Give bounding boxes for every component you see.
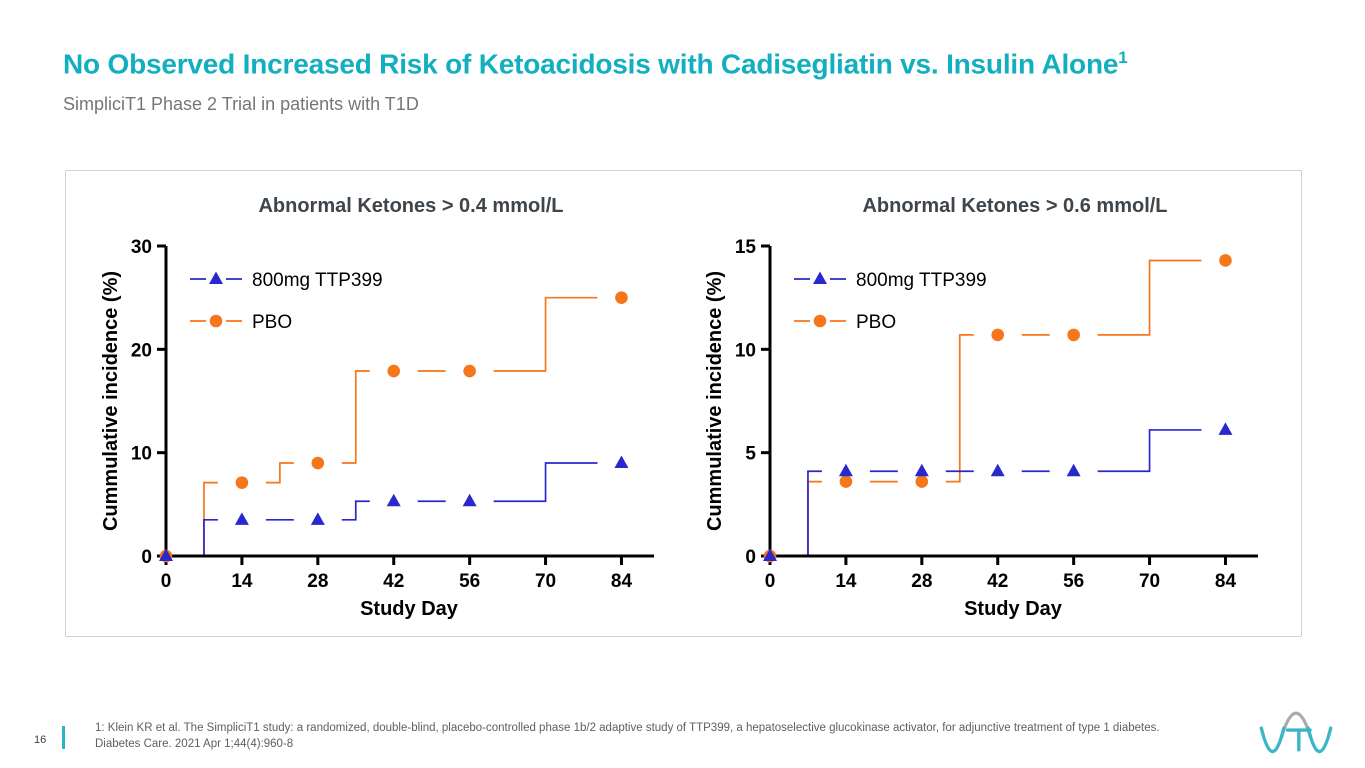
svg-text:30: 30 bbox=[131, 237, 152, 258]
svg-text:PBO: PBO bbox=[252, 312, 292, 333]
svg-text:0: 0 bbox=[745, 547, 756, 568]
svg-text:14: 14 bbox=[835, 571, 857, 592]
x-axis-label: Study Day bbox=[964, 598, 1062, 620]
svg-text:28: 28 bbox=[307, 571, 328, 592]
page-title-superscript: 1 bbox=[1118, 48, 1128, 67]
svg-text:0: 0 bbox=[161, 571, 172, 592]
series-markers bbox=[763, 254, 1233, 563]
chart-block-ketones-06: Abnormal Ketones > 0.6 mmol/L Cummulativ… bbox=[696, 189, 1284, 636]
svg-text:10: 10 bbox=[131, 444, 152, 465]
y-axis-label: Cummulative incidence (%) bbox=[704, 270, 726, 532]
svg-text:70: 70 bbox=[1139, 571, 1160, 592]
slide-header: No Observed Increased Risk of Ketoacidos… bbox=[63, 48, 1333, 115]
series-lines bbox=[770, 259, 1204, 557]
vtv-logo-caret-icon bbox=[1279, 711, 1313, 741]
svg-text:84: 84 bbox=[611, 571, 633, 592]
chart-title-ketones-06: Abnormal Ketones > 0.6 mmol/L bbox=[862, 195, 1168, 217]
legend: 800mg TTP399 PBO bbox=[190, 269, 383, 333]
chart-title-ketones-04: Abnormal Ketones > 0.4 mmol/L bbox=[258, 195, 564, 217]
marker-halos bbox=[746, 236, 1250, 580]
charts-panel: Abnormal Ketones > 0.4 mmol/L Cummulativ… bbox=[65, 170, 1302, 637]
chart-block-ketones-04: Abnormal Ketones > 0.4 mmol/L Cummulativ… bbox=[92, 189, 680, 636]
svg-text:800mg TTP399: 800mg TTP399 bbox=[856, 270, 987, 291]
vtv-logo-letters-icon bbox=[1259, 726, 1333, 753]
footer-citation: 1: Klein KR et al. The SimpliciT1 study:… bbox=[95, 721, 1160, 750]
svg-text:PBO: PBO bbox=[856, 312, 896, 333]
x-axis-label: Study Day bbox=[360, 598, 458, 620]
svg-text:0: 0 bbox=[765, 571, 776, 592]
svg-text:15: 15 bbox=[735, 237, 757, 258]
ketones-06-chart: 0 14 28 42 56 70 84 0 5 10 15 800mg TTP399 PBO bbox=[735, 236, 1258, 592]
svg-text:800mg TTP399: 800mg TTP399 bbox=[252, 270, 383, 291]
svg-text:10: 10 bbox=[735, 340, 756, 361]
svg-text:14: 14 bbox=[231, 571, 253, 592]
svg-text:20: 20 bbox=[131, 340, 152, 361]
ketones-04-chart: 0 14 28 42 56 70 84 0 10 20 30 800mg TTP399 PBO bbox=[131, 237, 654, 592]
svg-text:42: 42 bbox=[987, 571, 1008, 592]
legend: 800mg TTP399 PBO bbox=[794, 269, 987, 333]
chart-area-ketones-06: Cummulative incidence (%) 0 14 28 42 56 70 84 0… bbox=[696, 226, 1284, 598]
svg-text:84: 84 bbox=[1215, 571, 1237, 592]
footer-accent-bar bbox=[62, 726, 65, 749]
y-axis-label: Cummulative incidence (%) bbox=[100, 270, 122, 532]
vtv-logo bbox=[1259, 711, 1333, 753]
series-markers bbox=[159, 291, 629, 563]
svg-text:70: 70 bbox=[535, 571, 556, 592]
page-title-text: No Observed Increased Risk of Ketoacidos… bbox=[63, 48, 1119, 80]
axes: 0 14 28 42 56 70 84 0 10 20 30 bbox=[131, 237, 654, 592]
page-number: 16 bbox=[34, 734, 47, 746]
svg-text:0: 0 bbox=[141, 547, 152, 568]
svg-text:5: 5 bbox=[745, 444, 756, 465]
svg-text:56: 56 bbox=[459, 571, 480, 592]
svg-text:42: 42 bbox=[383, 571, 404, 592]
svg-text:56: 56 bbox=[1063, 571, 1084, 592]
page-subtitle: SimpliciT1 Phase 2 Trial in patients wit… bbox=[63, 94, 419, 115]
axes: 0 14 28 42 56 70 84 0 5 10 15 bbox=[735, 237, 1258, 592]
svg-text:28: 28 bbox=[911, 571, 932, 592]
chart-area-ketones-04: Cummulative incidence (%) 0 14 28 42 56 70 84 0… bbox=[92, 226, 680, 598]
page-title: No Observed Increased Risk of Ketoacidos… bbox=[63, 48, 1333, 80]
